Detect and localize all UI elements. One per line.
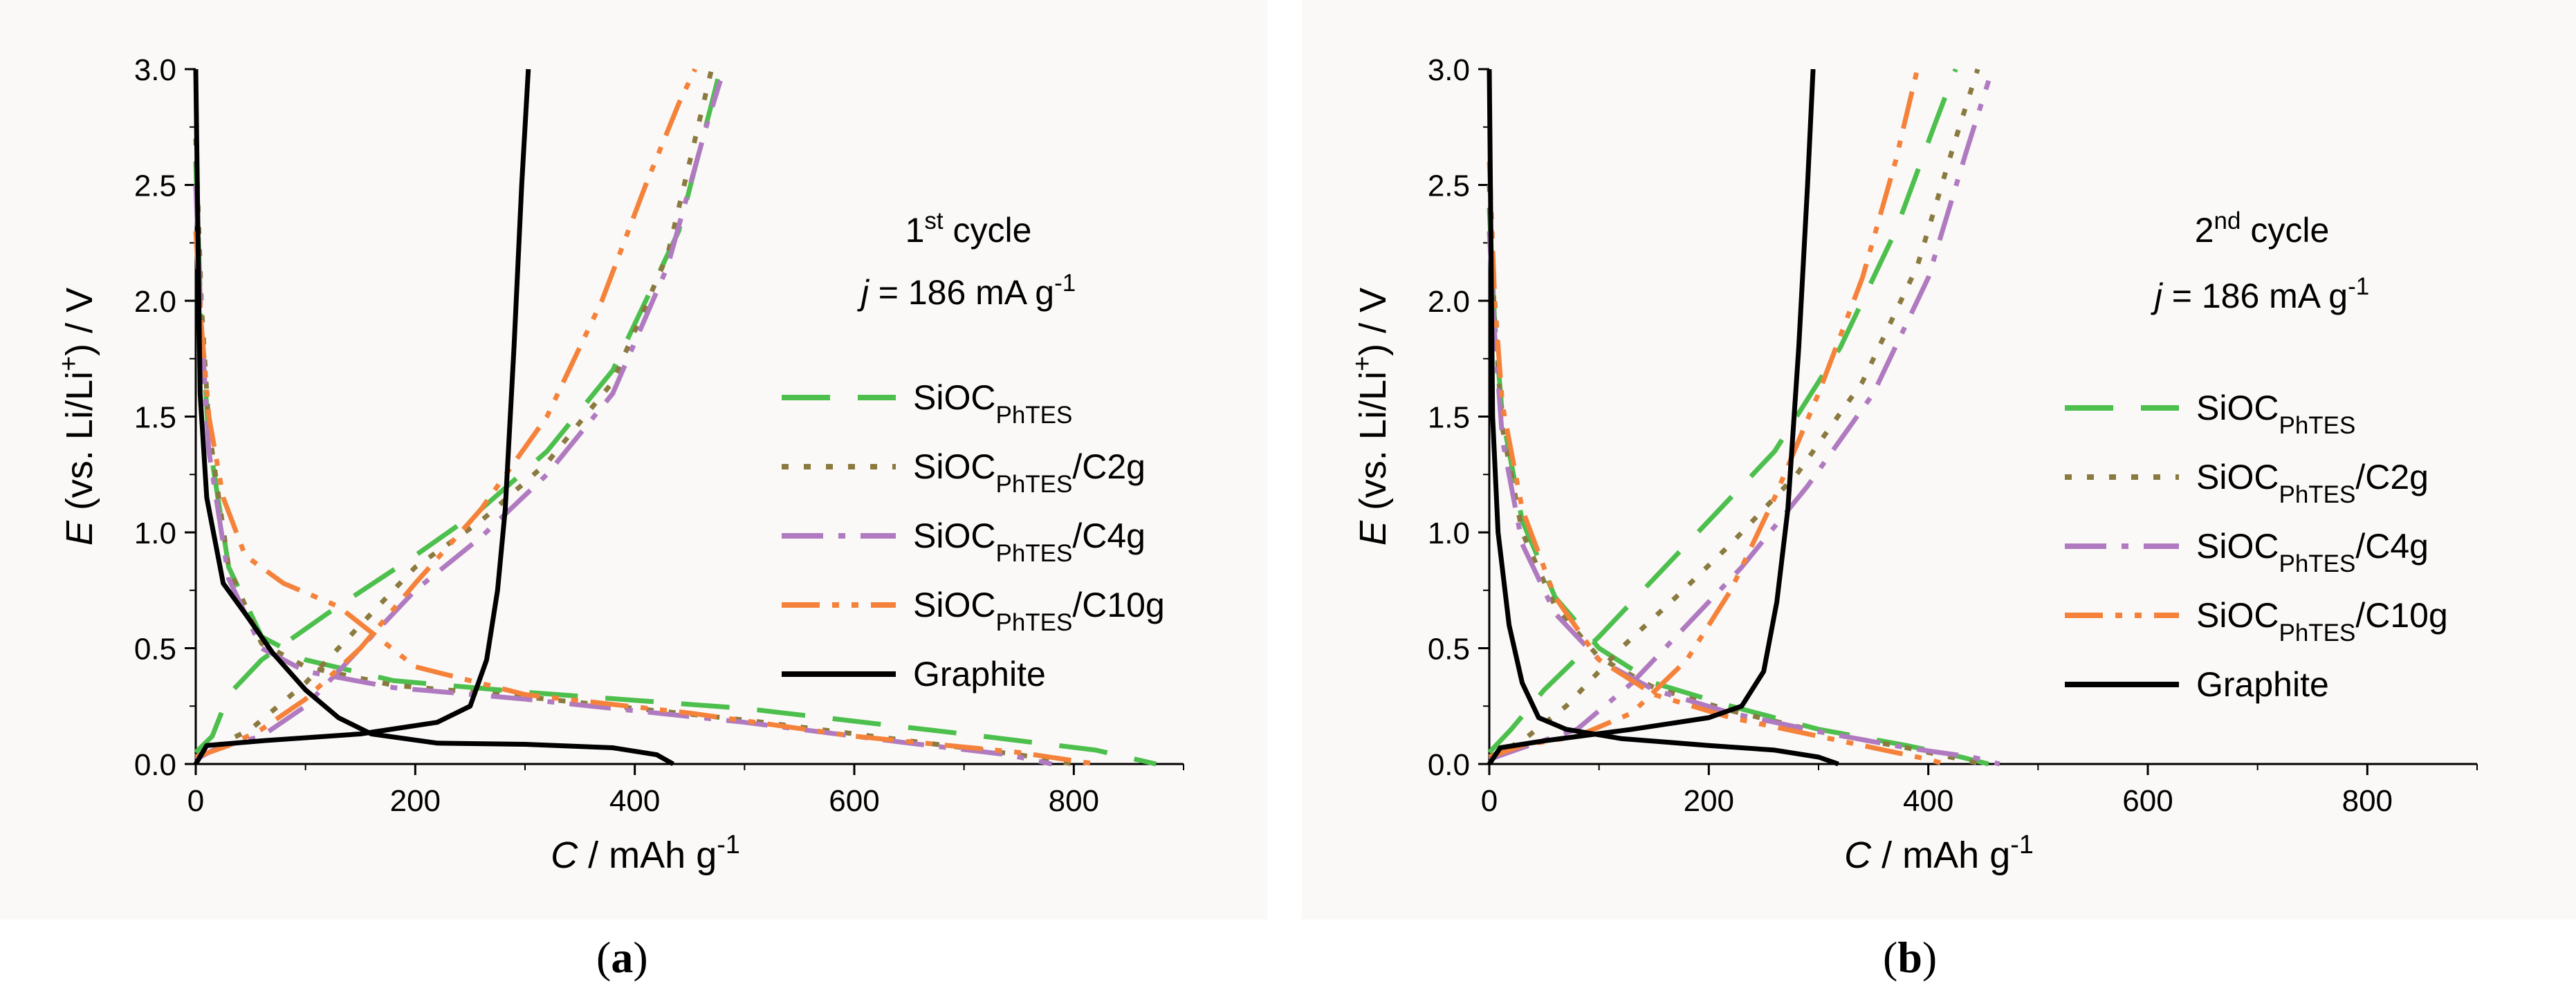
y-tick-label: 1.5 [134,401,176,435]
y-tick-label: 1.5 [1428,401,1470,435]
series-line-sioc-phtes-c4g-discharge [193,185,1053,767]
legend-label: SiOCPhTES/C2g [2196,458,2429,508]
legend-label: SiOCPhTES/C4g [2196,527,2429,577]
chart-panel-b: 0 200 400 600 800 0.0 0.5 1.0 1.5 2.0 2.5 3.0 C / mA… [1348,53,2478,876]
y-tick-label: 2.5 [134,169,176,203]
series-line-sioc-phtes-c10g-discharge [1487,161,1946,767]
series-line-graphite-charge [193,68,531,765]
x-axis-label: C / mAh g-1 [1844,830,2034,876]
x-tick-label: 200 [390,784,441,818]
series-line-sioc-phtes-c2g-charge [194,68,715,760]
x-axis-label: C / mAh g-1 [551,830,740,876]
legend-label: Graphite [2196,665,2329,704]
series-line-sioc-phtes-c10g-charge [1488,68,1920,760]
series-line-sioc-phtes-c2g-charge [1488,68,1980,760]
y-tick-label: 3.0 [134,53,176,87]
annotation-cycle: 1st cycle [905,207,1032,250]
series-line-sioc-phtes-c2g-discharge [193,138,1074,767]
legend-label: SiOCPhTES/C2g [913,447,1146,498]
annotation-current-density: j = 186 mA g-1 [2151,273,2369,316]
x-tick-label: 800 [1049,784,1099,818]
x-tick-label: 0 [187,784,204,818]
series-line-graphite-discharge [193,68,674,767]
series-line-sioc-phtes-discharge [1487,207,1989,767]
caption-b: (b) [1883,933,1938,982]
y-tick-label: 3.0 [1428,53,1470,87]
y-tick-label: 2.0 [134,285,176,319]
series-line-sioc-phtes-charge [194,68,723,754]
y-tick-label: 2.5 [1428,169,1470,203]
legend-label: SiOCPhTES [913,378,1072,429]
legend-label: SiOCPhTES [2196,389,2355,439]
series-line-sioc-phtes-c4g-discharge [1487,231,2000,767]
annotation-current-density: j = 186 mA g-1 [857,270,1076,313]
x-tick-label: 200 [1684,784,1734,818]
legend-label: Graphite [913,655,1046,693]
x-tick-label: 600 [829,784,879,818]
legend-label: SiOCPhTES/C10g [913,586,1165,636]
caption-a: (a) [596,933,648,982]
x-tick-label: 600 [2122,784,2173,818]
series-line-graphite-discharge [1487,68,1839,767]
y-tick-label: 0.5 [134,633,176,667]
y-axis-label: E (vs. Li/Li+) / V [1348,288,1394,546]
y-tick-label: 0.0 [134,748,176,782]
series-line-sioc-phtes-c10g-discharge [193,231,1096,767]
y-tick-label: 0.5 [1428,633,1470,667]
series-line-graphite-charge [1487,68,1816,765]
legend-label: SiOCPhTES/C4g [913,516,1146,567]
series-line-sioc-phtes-c4g-charge [1488,80,1991,762]
y-tick-label: 1.0 [1428,516,1470,550]
x-tick-label: 400 [609,784,660,818]
x-tick-label: 400 [1903,784,1953,818]
y-tick-label: 0.0 [1428,748,1470,782]
legend-label: SiOCPhTES/C10g [2196,596,2448,646]
x-tick-label: 0 [1481,784,1498,818]
y-tick-label: 1.0 [134,516,176,550]
y-axis-label: E (vs. Li/Li+) / V [55,288,100,546]
annotation-cycle: 2nd cycle [2195,207,2330,250]
series-line-sioc-phtes-charge [1487,68,1958,754]
chart-panel-a: 0 200 400 600 800 0.0 0.5 1.0 1.5 2.0 2.5 3.0 C / mA… [55,53,1184,876]
series-line-sioc-phtes-c2g-discharge [1487,185,1984,767]
x-tick-label: 800 [2342,784,2393,818]
y-tick-label: 2.0 [1428,285,1470,319]
series-line-sioc-phtes-c4g-charge [194,80,723,762]
